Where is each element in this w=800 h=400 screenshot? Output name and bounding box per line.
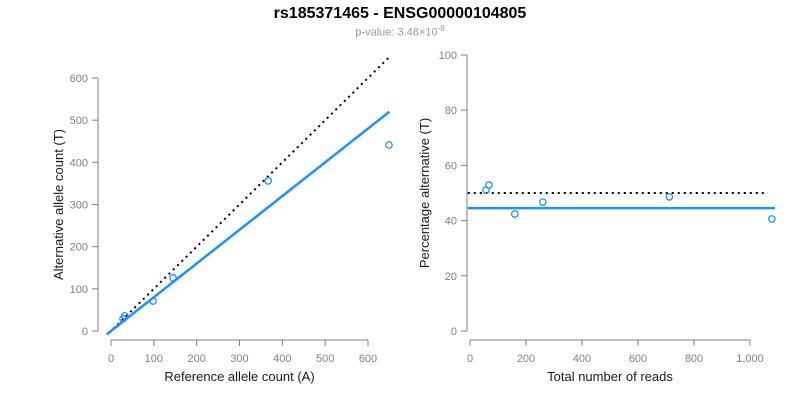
x-tick-label: 100 bbox=[145, 353, 163, 365]
y-tick-label: 400 bbox=[70, 157, 88, 169]
x-tick-label: 600 bbox=[359, 353, 377, 365]
data-point bbox=[169, 274, 177, 282]
data-point bbox=[485, 181, 493, 189]
y-tick-label: 40 bbox=[445, 216, 457, 228]
pvalue-text: p-value: 3.48×10 bbox=[355, 26, 438, 39]
fit-line bbox=[105, 110, 391, 336]
figure-subtitle: p-value: 3.48×10-8 bbox=[0, 24, 800, 39]
y-tick-label: 100 bbox=[70, 284, 88, 296]
y-tick-label: 600 bbox=[70, 73, 88, 85]
data-point bbox=[665, 193, 674, 201]
y-tick-label: 20 bbox=[445, 271, 457, 283]
x-tick-label: 1,000 bbox=[736, 353, 764, 365]
left-plot: 0 100 200 300 400 500 600 0 100 200 300 400 500 600 Re… bbox=[51, 56, 393, 384]
pvalue-exponent: -8 bbox=[437, 24, 445, 33]
y-tick-label: 100 bbox=[439, 50, 457, 62]
data-point bbox=[385, 141, 393, 149]
x-tick-label: 800 bbox=[685, 353, 703, 365]
data-point bbox=[538, 198, 547, 206]
y-tick-label: 500 bbox=[70, 115, 88, 127]
x-tick-label: 300 bbox=[230, 353, 248, 365]
x-tick-label: 0 bbox=[108, 353, 114, 365]
x-tick-label: 0 bbox=[467, 353, 473, 365]
x-tick-label: 600 bbox=[629, 353, 647, 365]
x-tick-label: 200 bbox=[517, 353, 535, 365]
y-axis-title: Percentage alternative (T) bbox=[417, 118, 432, 268]
right-plot: 0 20 40 60 80 100 0 200 400 600 800 1,000 Total numb… bbox=[417, 50, 776, 384]
y-tick-label: 80 bbox=[445, 105, 457, 117]
y-axis-title: Alternative allele count (T) bbox=[51, 129, 66, 280]
y-tick-label: 60 bbox=[445, 160, 457, 172]
x-tick-label: 500 bbox=[316, 353, 334, 365]
y-tick-label: 0 bbox=[82, 326, 88, 338]
y-tick-label: 200 bbox=[70, 242, 88, 254]
x-axis-title: Total number of reads bbox=[547, 369, 673, 384]
x-tick-label: 200 bbox=[187, 353, 205, 365]
figure-title: rs185371465 - ENSG00000104805 bbox=[273, 5, 527, 22]
identity-line bbox=[108, 56, 391, 334]
x-axis-title: Reference allele count (A) bbox=[164, 369, 314, 384]
data-point bbox=[510, 210, 519, 218]
y-tick-label: 0 bbox=[451, 326, 457, 338]
data-point bbox=[767, 215, 776, 223]
x-tick-label: 400 bbox=[573, 353, 591, 365]
x-tick-label: 400 bbox=[273, 353, 291, 365]
data-point bbox=[149, 297, 157, 305]
data-point bbox=[120, 311, 129, 320]
data-point bbox=[264, 177, 273, 185]
y-tick-label: 300 bbox=[70, 200, 88, 212]
